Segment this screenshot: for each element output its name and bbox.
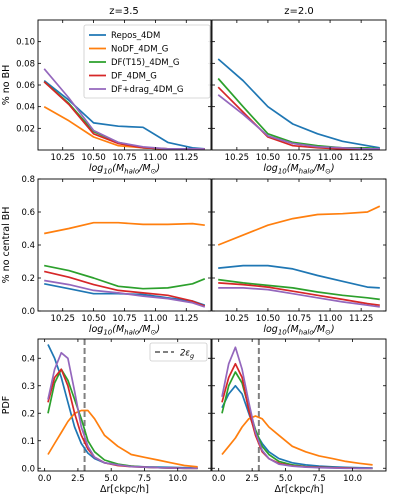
legend-label: DF(T15)_4DM_G [111, 58, 179, 68]
eps-legend-box [149, 342, 208, 362]
x-tick-label: 10.75 [112, 314, 136, 324]
x-axis-label-dr: Δr[ckpc/h] [274, 484, 323, 495]
series-line-DF+drag_4DM_G [47, 351, 198, 470]
plot-area [212, 179, 386, 311]
y-tick-label: 0.08 [16, 59, 35, 69]
legend-label: DF+drag_4DM_G [111, 85, 183, 95]
legend-label: Repos_4DM [111, 31, 160, 41]
y-tick-label: 0.04 [16, 103, 35, 113]
panel-row2-left: 10.25 10.50 10.75 11.00 11.25 0.0 0.2 0.4 0.6 0.8 [21, 175, 212, 324]
x-tick-label: 11.25 [174, 153, 198, 163]
y-tick-label: 0.06 [16, 81, 35, 91]
x-tick-label: 11.25 [174, 314, 198, 324]
legend-box [83, 24, 211, 99]
series-line-DF+drag_4DM_G [218, 287, 380, 308]
series-line-DF(T15)_4DM_G [218, 278, 380, 301]
panels: 10.25 10.50 10.75 11.00 11.25 0.02 0.04 0.06 0.0… [16, 19, 387, 484]
x-tick-label: 2.5 [245, 474, 259, 484]
x-tick-label: 10.75 [287, 153, 311, 163]
series-line-DF+drag_4DM_G [43, 68, 205, 150]
series-line-DF+drag_4DM_G [217, 94, 380, 150]
eps-legend-label: 2εg [180, 349, 194, 361]
plot-area [212, 20, 386, 150]
y-tick-label: 0.4 [21, 241, 35, 251]
x-tick-label: 10.25 [225, 153, 249, 163]
panel-title-left: z=3.5 [109, 6, 139, 17]
x-tick-label: 7.5 [312, 474, 326, 484]
series-line-DF_4DM_G [218, 282, 380, 307]
x-tick-label: 10.75 [112, 153, 136, 163]
x-tick-label: 11.00 [318, 153, 342, 163]
axes-frame [211, 338, 387, 472]
y-tick-label: 0.10 [16, 38, 35, 48]
x-tick-label: 10.50 [81, 153, 105, 163]
y-tick-label: 0.8 [21, 175, 35, 185]
series-line-DF(T15)_4DM_G [44, 264, 206, 290]
series-line-DF_4DM_G [44, 270, 206, 307]
x-tick-label: 10.50 [256, 314, 280, 324]
y-axis-label: % no central BH [1, 207, 12, 284]
x-tick-label: 10.50 [256, 153, 280, 163]
legend: Repos_4DM NoDF_4DM_G DF(T15)_4DM_G DF_4DM_G… [83, 24, 211, 99]
x-tick-label: 11.00 [143, 314, 167, 324]
series-line-DF+drag_4DM_G [44, 279, 206, 308]
y-tick-label: 0.3 [21, 382, 35, 392]
y-tick-label: 0.2 [21, 409, 35, 419]
x-tick-label: 10.25 [51, 153, 75, 163]
series-line-NoDF_4DM_G [217, 205, 381, 246]
x-axis-label-dr: Δr[ckpc/h] [100, 484, 149, 495]
x-axis-label-mass: log10(Mhalo/M⊙) [89, 324, 160, 337]
y-tick-label: 0.0 [21, 307, 35, 317]
x-axis-label-mass: log10(Mhalo/M⊙) [89, 163, 160, 176]
y-tick-label: 0.2 [21, 274, 35, 284]
series-line-NoDF_4DM_G [44, 221, 205, 235]
x-tick-label: 7.5 [138, 474, 152, 484]
x-tick-label: 11.00 [318, 314, 342, 324]
y-tick-label: 0.6 [21, 208, 35, 218]
panel-title-right: z=2.0 [284, 6, 314, 17]
x-tick-label: 10.0 [168, 474, 187, 484]
axes-frame [37, 338, 212, 472]
x-axis-labels: log10(Mhalo/M⊙) log10(Mhalo/M⊙) log10(Mhal… [89, 163, 335, 495]
y-axis-label: % no BH [1, 65, 12, 106]
x-tick-label: 10.25 [51, 314, 75, 324]
legend-label: DF_4DM_G [111, 72, 157, 82]
y-tick-label: 0.02 [16, 124, 35, 134]
x-tick-label: 2.5 [71, 474, 85, 484]
y-axis-labels: % no BH % no central BH PDF [1, 65, 12, 415]
series-line-Repos_4DM [218, 264, 380, 289]
x-tick-label: 11.25 [349, 153, 373, 163]
x-axis-label-mass: log10(Mhalo/M⊙) [263, 163, 334, 176]
x-tick-label: 0.0 [38, 474, 52, 484]
panel-row3-right: 0.0 2.5 5.0 7.5 10.0 [211, 338, 387, 484]
x-tick-label: 10.0 [343, 474, 362, 484]
y-tick-label: 0.0 [21, 464, 35, 474]
x-tick-label: 11.25 [349, 314, 373, 324]
legend-label: NoDF_4DM_G [111, 45, 168, 55]
y-tick-label: 0.1 [21, 437, 35, 447]
series-line-NoDF_4DM_G [47, 409, 198, 468]
x-tick-label: 10.50 [81, 314, 105, 324]
y-tick-label: 0.4 [21, 354, 35, 364]
x-tick-label: 10.25 [225, 314, 249, 324]
series-line-DF(T15)_4DM_G [217, 77, 380, 150]
x-tick-label: 10.75 [287, 314, 311, 324]
eps-legend: 2εg [149, 342, 208, 362]
y-axis-label: PDF [1, 396, 12, 415]
panel-row1-right: 10.25 10.50 10.75 11.00 11.25 [211, 19, 387, 163]
x-tick-label: 11.00 [143, 153, 167, 163]
x-tick-label: 5.0 [279, 474, 293, 484]
x-tick-label: 5.0 [104, 474, 118, 484]
series-line-NoDF_4DM_G [221, 415, 373, 466]
panel-row2-right: 10.25 10.50 10.75 11.00 11.25 [211, 178, 387, 324]
x-axis-label-mass: log10(Mhalo/M⊙) [263, 324, 334, 337]
x-tick-label: 0.0 [212, 474, 226, 484]
series-line-Repos_4DM [217, 58, 380, 149]
series-line-DF+drag_4DM_G [221, 346, 373, 470]
